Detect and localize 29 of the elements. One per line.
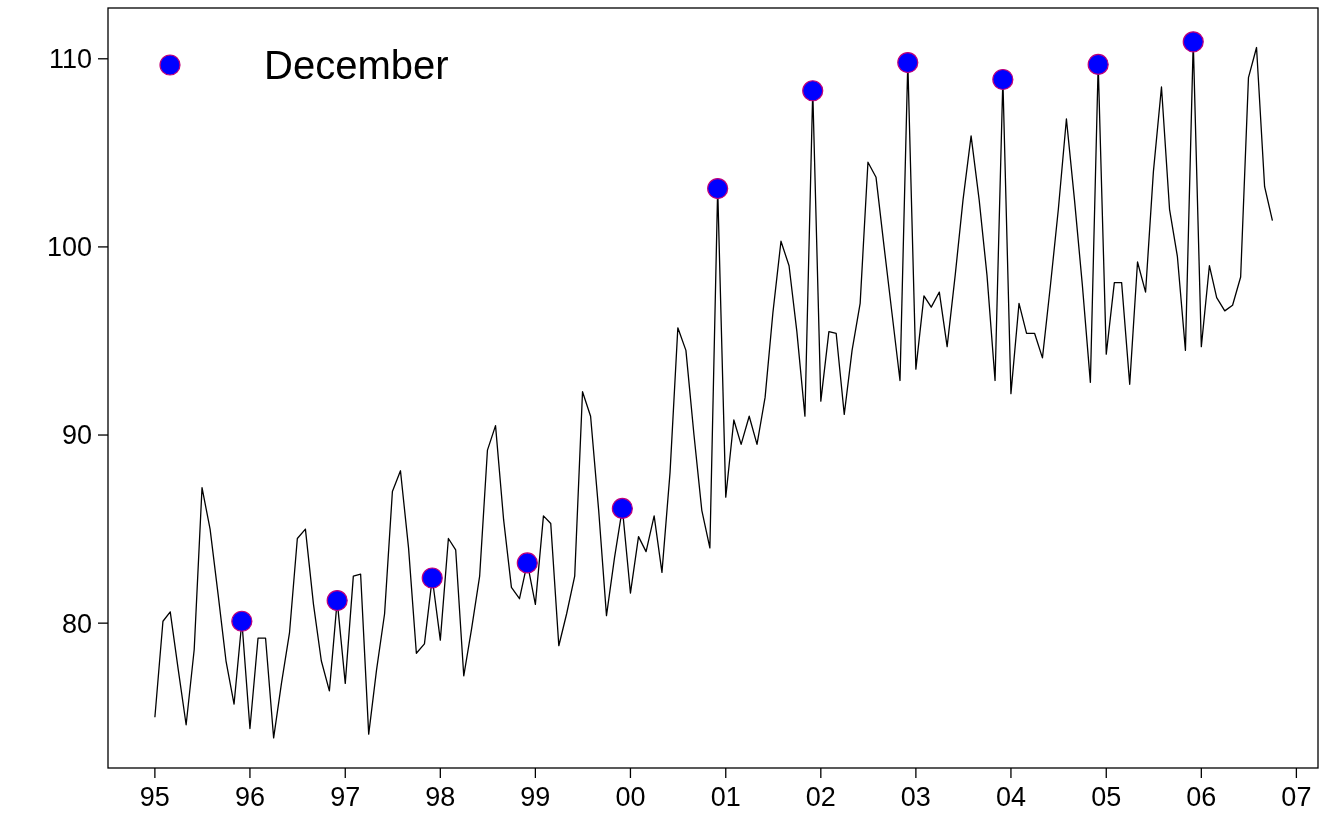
legend-label: December xyxy=(264,43,449,87)
x-tick-label: 03 xyxy=(900,782,931,812)
x-tick-label: 07 xyxy=(1281,782,1312,812)
y-tick-label: 90 xyxy=(61,420,92,451)
point xyxy=(1182,31,1204,53)
point xyxy=(802,80,824,102)
point xyxy=(516,552,538,574)
x-tick-label: 00 xyxy=(615,782,646,812)
x-tick-label: 06 xyxy=(1186,782,1217,812)
x-tick-label: 02 xyxy=(805,782,836,812)
x-tick-label: 01 xyxy=(710,782,741,812)
y-tick-label: 110 xyxy=(48,44,92,75)
x-tick-label: 97 xyxy=(330,782,361,812)
y-tick-label: 80 xyxy=(61,608,92,639)
x-tick-label: 98 xyxy=(425,782,456,812)
x-tick-label: 99 xyxy=(520,782,551,812)
y-tick-label: 100 xyxy=(46,232,92,263)
point xyxy=(421,567,443,589)
point xyxy=(231,610,253,632)
x-tick-label: 95 xyxy=(139,782,170,812)
x-tick-label: 04 xyxy=(995,782,1026,812)
point xyxy=(897,51,919,74)
point xyxy=(611,497,633,519)
x-tick-label: 05 xyxy=(1091,782,1122,812)
point xyxy=(992,68,1014,91)
point xyxy=(1087,53,1109,76)
point xyxy=(326,589,348,612)
x-tick-label: 96 xyxy=(234,782,265,812)
point xyxy=(707,177,729,200)
